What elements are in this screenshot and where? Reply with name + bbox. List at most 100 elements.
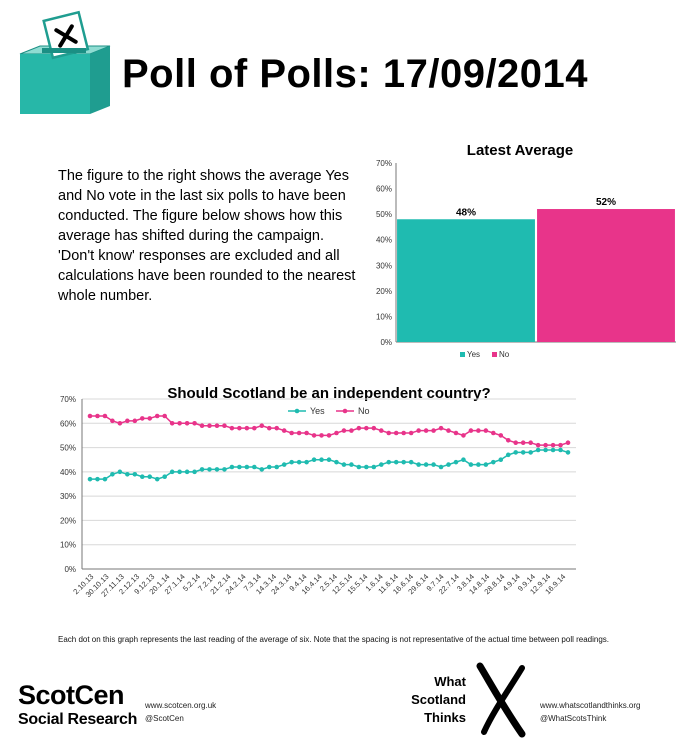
point-yes (416, 462, 421, 467)
point-no (326, 433, 332, 438)
x-logo-icon (476, 662, 526, 738)
point-yes (550, 447, 556, 453)
point-yes (349, 462, 354, 467)
scotcen-logo-name: ScotCen (18, 680, 125, 710)
point-no (349, 428, 354, 433)
point-yes (386, 459, 392, 465)
point-yes (214, 467, 220, 472)
point-no (550, 442, 556, 448)
point-yes (147, 474, 153, 480)
line-y-tick-label: 0% (64, 565, 76, 574)
point-yes (408, 459, 414, 465)
point-no (110, 418, 115, 424)
point-yes (319, 457, 324, 463)
point-no (87, 413, 93, 419)
point-no (565, 440, 571, 446)
point-yes (154, 476, 160, 482)
point-yes (296, 459, 302, 465)
point-yes (543, 447, 548, 453)
point-yes (528, 450, 533, 455)
point-no (184, 420, 190, 426)
point-yes (289, 459, 294, 465)
point-yes (423, 462, 429, 467)
point-yes (110, 471, 115, 477)
line-chart-title: Should Scotland be an independent countr… (167, 385, 490, 402)
point-no (483, 428, 489, 433)
point-yes (371, 464, 377, 470)
line-legend-marker (342, 408, 348, 414)
scotcen-handle[interactable]: @ScotCen (145, 714, 184, 723)
point-yes (229, 464, 235, 470)
point-no (281, 428, 287, 433)
point-no (252, 425, 257, 431)
point-no (505, 437, 511, 443)
point-yes (453, 459, 459, 465)
point-no (476, 428, 481, 433)
bar-y-tick-label: 50% (376, 210, 392, 219)
point-no (431, 428, 436, 433)
bar-y-tick-label: 0% (380, 338, 392, 347)
line-y-tick-label: 20% (60, 516, 76, 525)
point-yes (184, 469, 190, 475)
intro-text: The figure to the right shows the averag… (58, 168, 356, 304)
bar-data-label: 52% (596, 197, 616, 208)
point-yes (401, 459, 406, 465)
bar-data-label: 48% (456, 207, 476, 218)
point-no (259, 423, 265, 429)
point-no (423, 428, 429, 433)
point-yes (520, 450, 526, 455)
point-no (461, 433, 466, 438)
footnote: Each dot on this graph represents the la… (58, 635, 609, 644)
point-no (102, 413, 108, 419)
point-yes (334, 459, 339, 465)
point-no (214, 423, 220, 429)
point-no (371, 425, 377, 431)
point-yes (222, 467, 227, 472)
point-no (125, 418, 130, 424)
point-yes (132, 471, 138, 477)
point-yes (266, 464, 272, 470)
point-no (289, 430, 294, 436)
point-yes (491, 459, 496, 465)
latest-average-chart: Latest Average 0% 10% 20% 30% 40% 50% 60% 70% 48%… (376, 142, 676, 359)
point-no (520, 440, 526, 446)
point-yes (281, 462, 287, 467)
point-no (468, 428, 474, 433)
point-yes (169, 469, 175, 475)
point-no (319, 433, 324, 438)
wst-handle[interactable]: @WhatScotsThink (540, 714, 607, 723)
point-no (117, 420, 123, 426)
wst-website-link[interactable]: www.whatscotlandthinks.org (540, 701, 641, 710)
point-yes (393, 459, 399, 465)
point-no (446, 428, 451, 433)
point-yes (177, 469, 182, 475)
point-no (192, 420, 197, 426)
point-yes (87, 476, 93, 482)
point-yes (498, 457, 504, 463)
point-no (207, 423, 212, 429)
point-yes (125, 471, 130, 477)
bar-chart-title: Latest Average (467, 142, 573, 159)
point-no (304, 430, 309, 436)
point-no (364, 425, 369, 431)
point-no (386, 430, 392, 436)
wst-word-scotland: Scotland (411, 692, 466, 707)
point-no (95, 413, 100, 419)
point-no (169, 420, 175, 426)
point-no (139, 416, 145, 421)
point-yes (117, 469, 123, 475)
point-no (237, 425, 242, 431)
point-no (401, 430, 406, 436)
point-yes (431, 462, 436, 467)
point-yes (513, 450, 519, 455)
bar-y-tick-label: 40% (376, 236, 392, 245)
point-no (408, 430, 414, 436)
page-title: Poll of Polls: 17/09/2014 (122, 52, 589, 96)
bar-y-tick-label: 60% (376, 185, 392, 194)
bar-yes (397, 219, 535, 342)
point-no (543, 442, 548, 448)
scotcen-website-link[interactable]: www.scotcen.org.uk (145, 701, 217, 710)
point-yes (199, 467, 205, 472)
trend-line-chart: Should Scotland be an independent countr… (60, 385, 576, 599)
bar-y-tick-label: 10% (376, 312, 392, 321)
